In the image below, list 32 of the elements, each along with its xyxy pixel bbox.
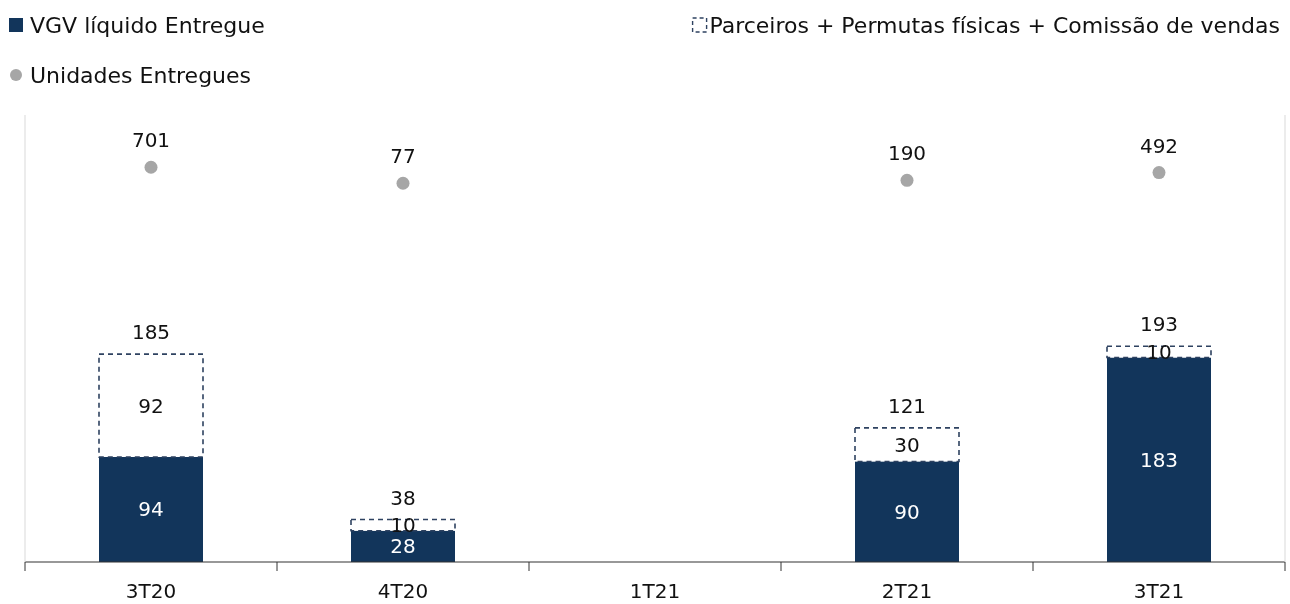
bar [854, 427, 960, 463]
data-label: 701 [131, 128, 171, 153]
point [144, 160, 158, 174]
data-label: 190 [887, 141, 927, 166]
x-tick-label: 4T20 [377, 579, 429, 603]
legend-label: Parceiros + Permutas físicas + Comissão de vendas [709, 13, 1280, 38]
data-label: 77 [390, 144, 416, 169]
bar [350, 518, 456, 532]
data-label: 90 [894, 499, 920, 524]
bar [855, 461, 959, 562]
total-label: 193 [1139, 312, 1179, 337]
bar [98, 353, 204, 458]
point [900, 173, 914, 187]
bar [1107, 357, 1211, 562]
point [1152, 166, 1166, 180]
legend-label: Unidades Entregues [30, 63, 252, 88]
total-label: 185 [131, 320, 171, 345]
data-label: 30 [894, 432, 920, 457]
point [396, 176, 410, 190]
total-label: 121 [887, 393, 927, 418]
x-tick-label: 1T21 [629, 579, 681, 603]
legend-label: VGV líquido Entregue [30, 13, 265, 38]
data-label: 94 [138, 497, 164, 522]
data-label: 92 [138, 393, 164, 418]
x-tick-label: 2T21 [881, 579, 933, 603]
data-label: 10 [1146, 339, 1172, 364]
x-tick-label: 3T21 [1133, 579, 1185, 603]
bar [99, 456, 203, 562]
data-label: 183 [1139, 447, 1179, 472]
data-label: 492 [1139, 133, 1179, 158]
total-label: 38 [390, 485, 416, 510]
x-tick-label: 3T20 [125, 579, 177, 603]
